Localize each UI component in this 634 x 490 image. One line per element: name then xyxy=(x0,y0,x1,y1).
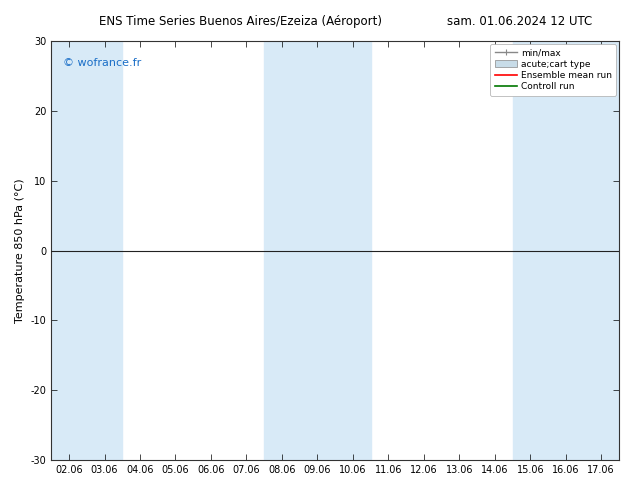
Text: ENS Time Series Buenos Aires/Ezeiza (Aéroport): ENS Time Series Buenos Aires/Ezeiza (Aér… xyxy=(100,15,382,28)
Bar xyxy=(51,41,122,460)
Legend: min/max, acute;cart type, Ensemble mean run, Controll run: min/max, acute;cart type, Ensemble mean … xyxy=(490,44,616,96)
Y-axis label: Temperature 850 hPa (°C): Temperature 850 hPa (°C) xyxy=(15,178,25,323)
Bar xyxy=(264,41,371,460)
Bar xyxy=(512,41,619,460)
Text: © wofrance.fr: © wofrance.fr xyxy=(63,58,141,68)
Text: sam. 01.06.2024 12 UTC: sam. 01.06.2024 12 UTC xyxy=(447,15,593,28)
